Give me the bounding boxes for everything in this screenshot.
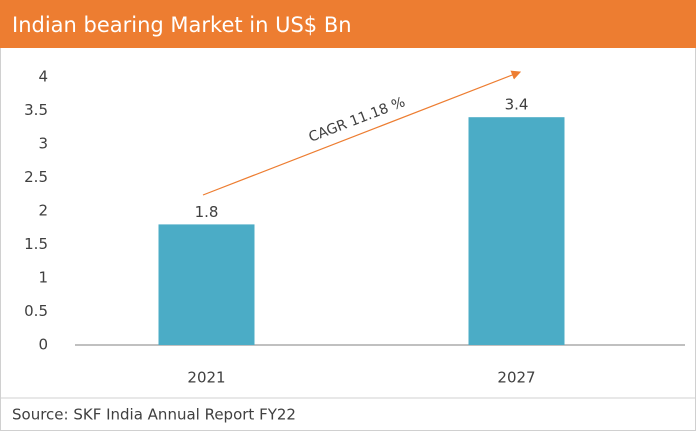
y-tick-label: 3.5: [24, 101, 48, 119]
y-tick-label: 0: [38, 336, 48, 354]
y-tick-label: 3: [38, 135, 48, 153]
source-note: Source: SKF India Annual Report FY22: [12, 406, 296, 424]
bar: [158, 224, 255, 345]
y-tick-label: 2.5: [24, 168, 48, 186]
data-label: 3.4: [505, 96, 529, 114]
y-tick-label: 0.5: [24, 302, 48, 320]
bar: [468, 117, 565, 345]
header-bar: [0, 0, 696, 48]
data-label: 1.8: [195, 203, 219, 221]
chart-title: Indian bearing Market in US$ Bn: [12, 13, 352, 37]
y-tick-label: 4: [38, 68, 48, 86]
y-tick-label: 1: [38, 269, 48, 287]
y-tick-label: 2: [38, 202, 48, 220]
x-tick-label: 2021: [187, 369, 225, 387]
trend-arrow: [202, 70, 522, 196]
y-tick-label: 1.5: [24, 235, 48, 253]
x-tick-label: 2027: [497, 369, 535, 387]
